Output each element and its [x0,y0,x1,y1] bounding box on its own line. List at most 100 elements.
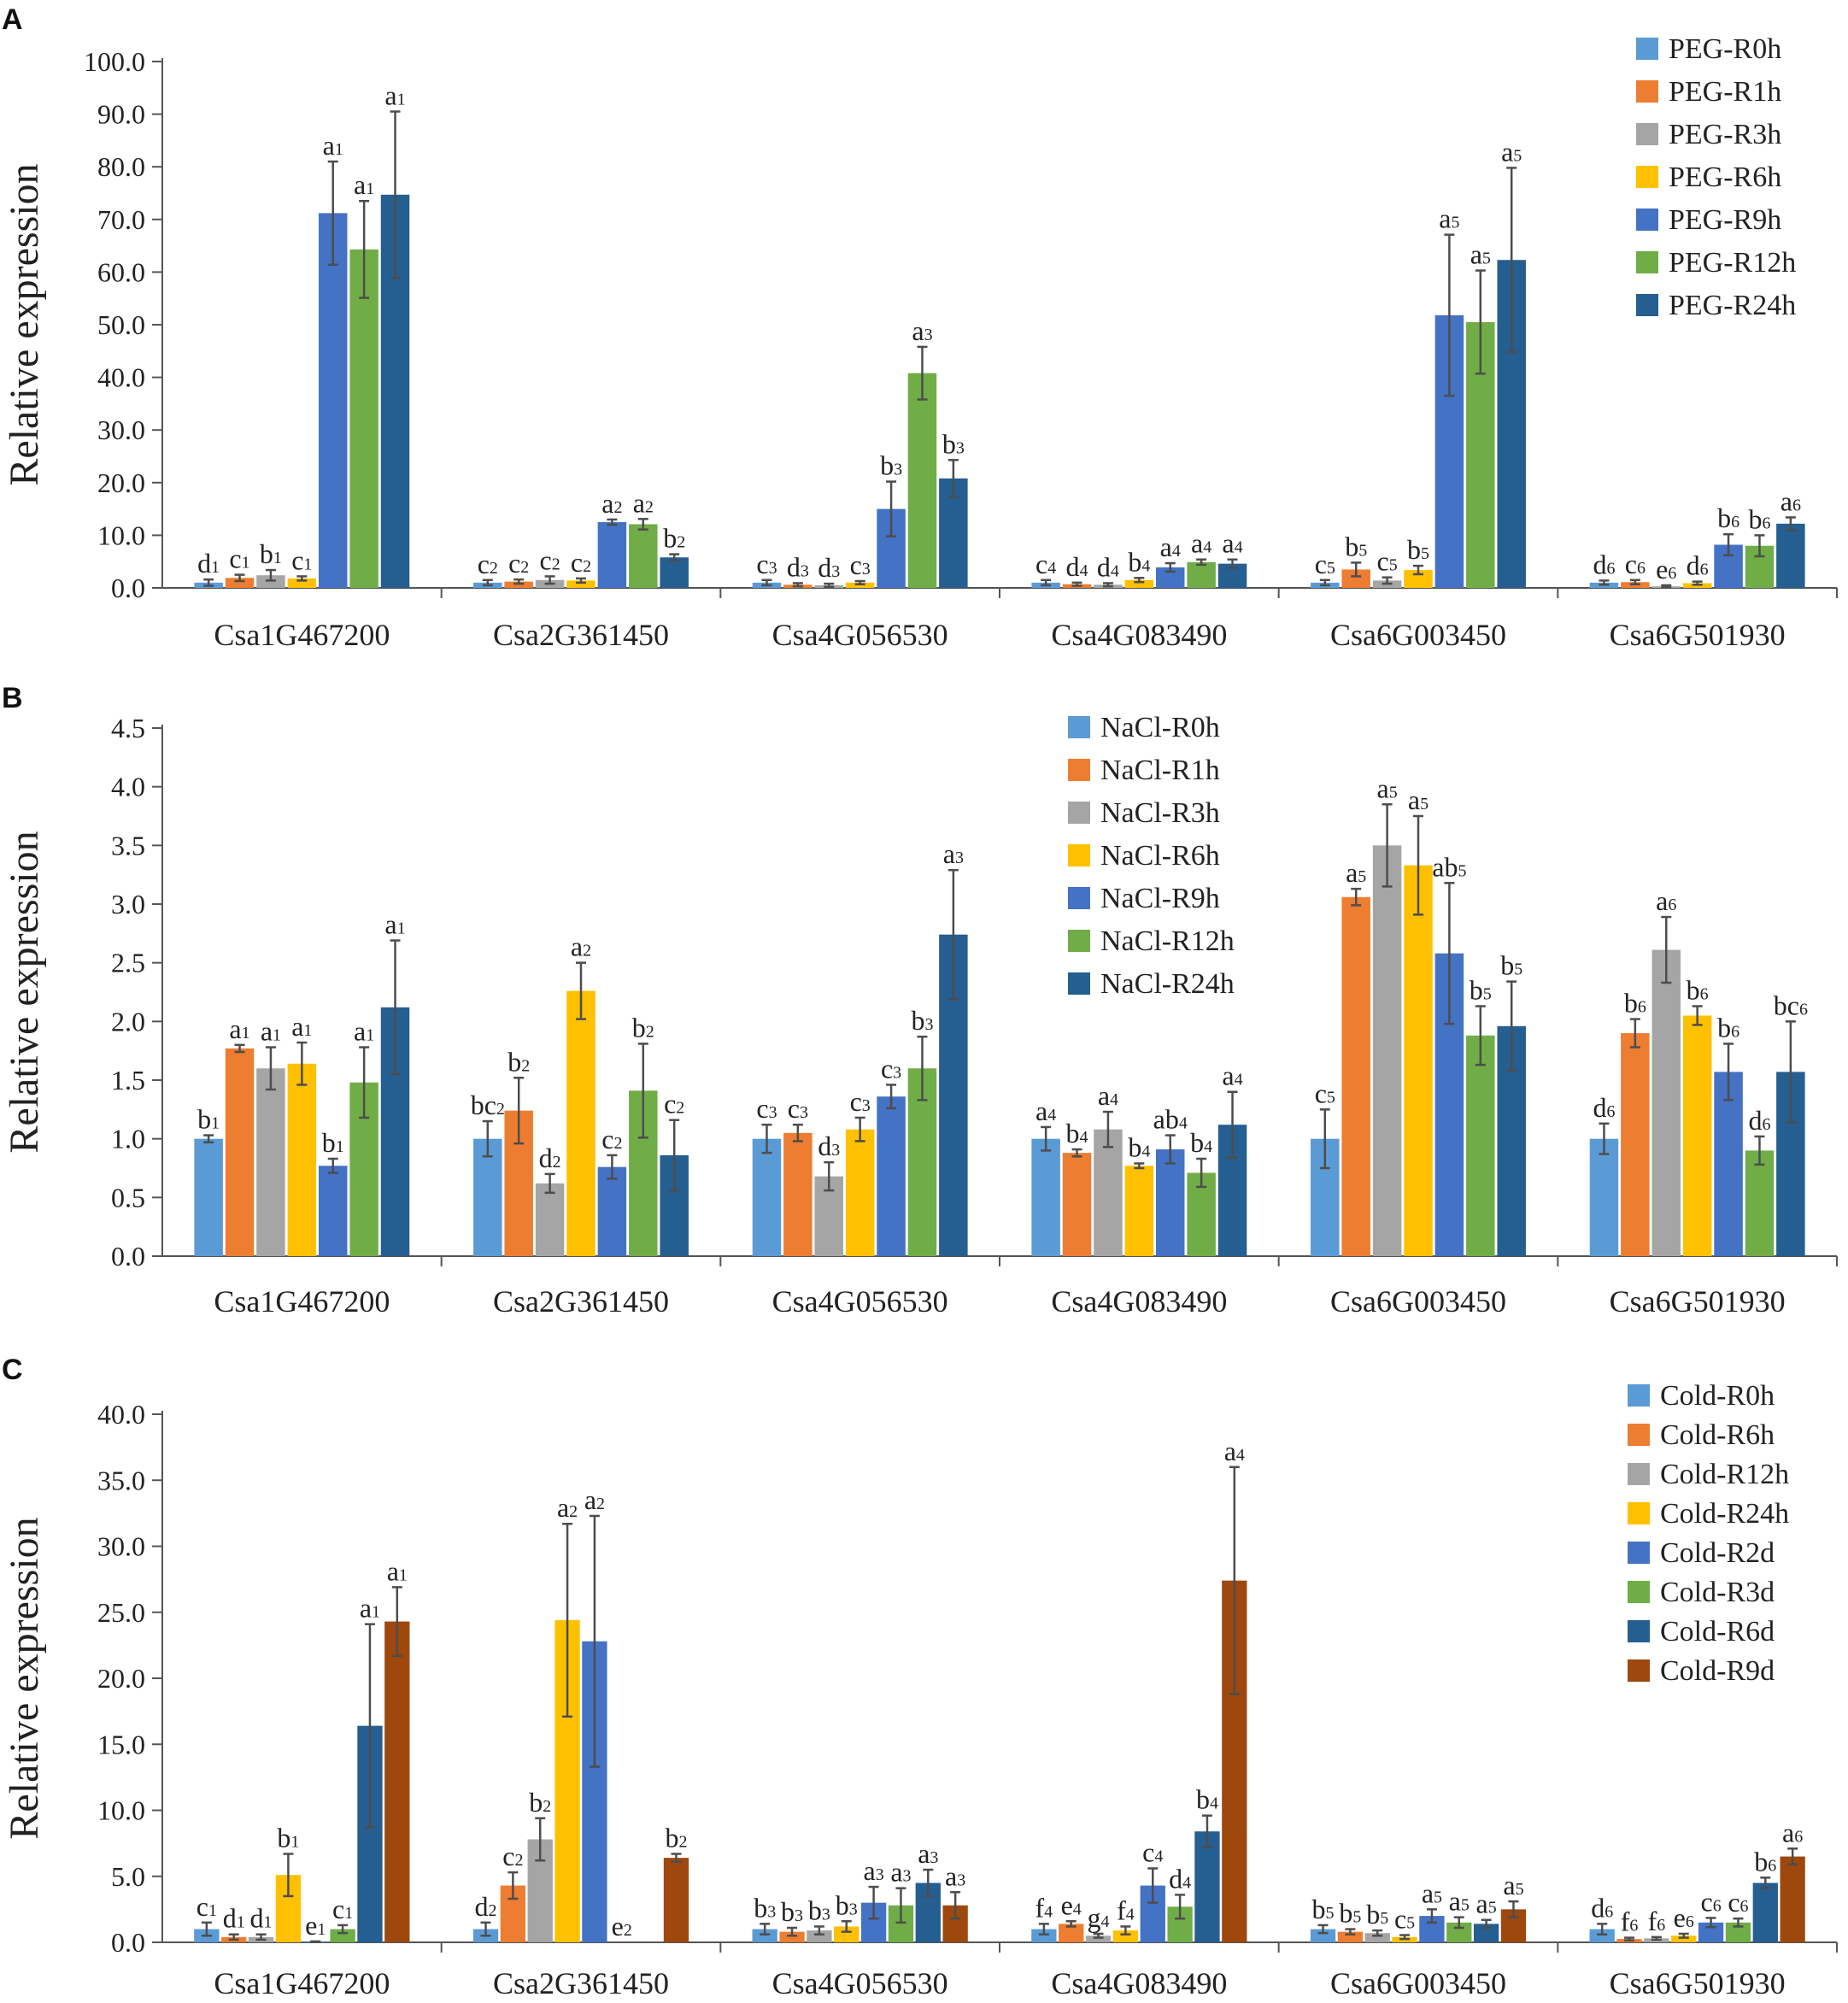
panel-a-bar-peg-r24h-csa2g361450 [660,557,689,588]
panel-c-bar-cold-r3d-csa6g003450 [1446,1922,1472,1942]
panel-c-significance-label: b1 [277,1822,299,1853]
panel-a-legend-label-peg-r12h: PEG-R12h [1669,247,1796,279]
panel-a-significance-label: c2 [508,548,529,579]
panel-b-legend-swatch-nacl-r6h [1068,844,1090,866]
panel-b-legend-label-nacl-r9h: NaCl-R9h [1100,883,1220,914]
panel-a-legend-swatch-peg-r12h [1636,251,1658,273]
panel-c-bar-cold-r24h-csa4g056530 [834,1926,859,1942]
panel-c: C 0.0 5.0 10.0 15.0 20.0 25.0 30.0 35.0 40.0 Relat… [2,1354,1838,2000]
panel-b-bar-nacl-r3h-csa2g361450 [535,1183,565,1256]
panel-c-bar-cold-r6d-csa6g003450 [1473,1924,1499,1942]
panel-b-significance-label: a3 [943,838,964,869]
panel-b-bar-nacl-r1h-csa4g056530 [783,1132,813,1256]
panel-a-significance-label: a4 [1222,528,1242,559]
panel-c-legend-swatch-cold-r3d [1628,1581,1650,1603]
panel-a-significance-label: a4 [1191,528,1211,559]
panel-a-significance-label: c1 [291,544,312,575]
panel-c-significance-label: c6 [1728,1887,1748,1918]
panel-b-y-tick-label: 2.5 [111,948,145,978]
panel-b-bar-nacl-r0h-csa2g361450 [473,1138,502,1256]
panel-a-category-label-csa1g467200: Csa1G467200 [214,618,390,652]
panel-c-bar-cold-r3d-csa1g467200 [330,1929,355,1942]
panel-a-significance-label: d3 [787,551,809,582]
panel-b-significance-label: c2 [664,1089,684,1119]
panel-c-y-axis-title: Relative expression [2,1517,47,1839]
panel-c-y-tick-label: 20.0 [97,1663,145,1694]
panel-b-legend-swatch-nacl-r12h [1068,930,1090,952]
panel-b-category-label-csa1g467200: Csa1G467200 [214,1284,390,1319]
panel-a-significance-label: a5 [1470,239,1491,270]
panel-b-bar-nacl-r3h-csa6g501930 [1651,949,1681,1256]
panel-b-y-tick-label: 4.5 [111,713,145,743]
panel-b-bar-nacl-r9h-csa4g083490 [1155,1149,1185,1256]
panel-a-significance-label: b2 [663,523,685,554]
panel-b-significance-label: c3 [850,1086,871,1117]
panel-c-legend-swatch-cold-r0h [1628,1384,1650,1407]
panel-c-bar-cold-r9d-csa6g501930 [1780,1856,1805,1942]
panel-a-y-tick-label: 0.0 [111,573,145,603]
panel-b-bar-nacl-r0h-csa4g056530 [752,1138,782,1256]
panel-a-category-label-csa2g361450: Csa2G361450 [493,618,669,652]
panel-a-y-tick-label: 40.0 [97,362,145,393]
panel-b-significance-label: b4 [1190,1127,1212,1158]
panel-a-y-tick-label: 30.0 [97,414,145,445]
panel-b-category-label-csa4g083490: Csa4G083490 [1051,1284,1227,1319]
panel-b-bar-nacl-r0h-csa4g083490 [1031,1138,1060,1256]
panel-a-y-tick-label: 80.0 [97,151,145,182]
panel-a-letter: A [2,3,23,36]
panel-b-significance-label: b3 [911,1005,933,1036]
panel-b-significance-label: c3 [881,1053,901,1084]
panel-b-bar-nacl-r6h-csa1g467200 [287,1063,317,1256]
panel-b-legend-label-nacl-r3h: NaCl-R3h [1100,797,1220,829]
panel-c-legend-swatch-cold-r2d [1628,1542,1650,1564]
panel-a-bar-peg-r6h-csa6g003450 [1404,570,1433,588]
panel-b-bar-nacl-r1h-csa6g501930 [1621,1033,1650,1256]
panel-b-y-tick-label: 3.0 [111,889,145,919]
panel-b-significance-label: bc2 [471,1090,505,1120]
panel-a-significance-label: a6 [1781,485,1801,516]
panel-a-bar-peg-r9h-csa1g467200 [318,213,348,588]
panel-c-y-tick-label: 15.0 [97,1729,145,1759]
panel-c-y-tick-label: 25.0 [97,1597,145,1628]
panel-c-y-tick-label: 0.0 [111,1927,145,1958]
panel-b: B 0.0 0.5 1.0 1.5 2.0 2.5 3.0 3.5 4.0 4.5 Relative … [2,682,1838,1319]
panel-c-bar-cold-r2d-csa6g501930 [1698,1922,1724,1942]
panel-c-category-label-csa1g467200: Csa1G467200 [214,1966,390,1999]
panel-c-bar-cold-r0h-csa6g003450 [1310,1929,1336,1942]
panel-b-y-axis-title: Relative expression [2,831,47,1153]
panel-c-significance-label: c5 [1394,1904,1415,1935]
panel-b-bar-nacl-r3h-csa1g467200 [256,1068,285,1256]
panel-c-legend-label-cold-r0h: Cold-R0h [1660,1380,1775,1412]
panel-a-significance-label: c1 [229,543,249,574]
panel-a-bar-peg-r6h-csa4g083490 [1124,579,1154,588]
panel-a-bar-peg-r1h-csa1g467200 [225,578,255,588]
panel-a-legend-label-peg-r9h: PEG-R9h [1669,204,1781,236]
panel-c-significance-label: d6 [1591,1892,1613,1923]
panel-a-legend-label-peg-r24h: PEG-R24h [1669,290,1796,321]
panel-b-significance-label: c3 [756,1093,777,1124]
panel-a-significance-label: d4 [1097,551,1119,582]
panel-a-bar-peg-r12h-csa1g467200 [349,249,378,588]
panel-c-significance-label: c1 [332,1894,353,1924]
panel-b-significance-label: b1 [197,1104,220,1135]
panel-b-category-label-csa4g056530: Csa4G056530 [772,1284,948,1319]
panel-b-significance-label: a5 [1408,784,1429,815]
panel-c-significance-label: b5 [1339,1898,1361,1929]
panel-c-legend-label-cold-r24h: Cold-R24h [1660,1498,1789,1530]
panel-b-significance-label: ab4 [1153,1104,1188,1135]
panel-a-significance-label: a4 [1160,532,1181,562]
panel-c-significance-label: b3 [808,1894,830,1925]
panel-b-significance-label: a5 [1346,857,1366,888]
panel-b-letter: B [2,682,23,714]
panel-a-significance-label: c3 [756,549,777,579]
panel-c-significance-label: f4 [1035,1892,1053,1923]
panel-a-bar-peg-r12h-csa4g056530 [907,373,937,588]
panel-a-significance-label: a2 [601,488,622,519]
panel-a-significance-label: d6 [1593,549,1615,579]
panel-a-bar-peg-r24h-csa6g501930 [1776,523,1805,588]
panel-b-significance-label: b1 [322,1127,344,1158]
panel-c-significance-label: b5 [1312,1894,1335,1924]
panel-a-y-tick-label: 50.0 [97,309,145,340]
panel-b-significance-label: b6 [1624,988,1646,1019]
panel-a-legend-label-peg-r6h: PEG-R6h [1669,162,1781,193]
